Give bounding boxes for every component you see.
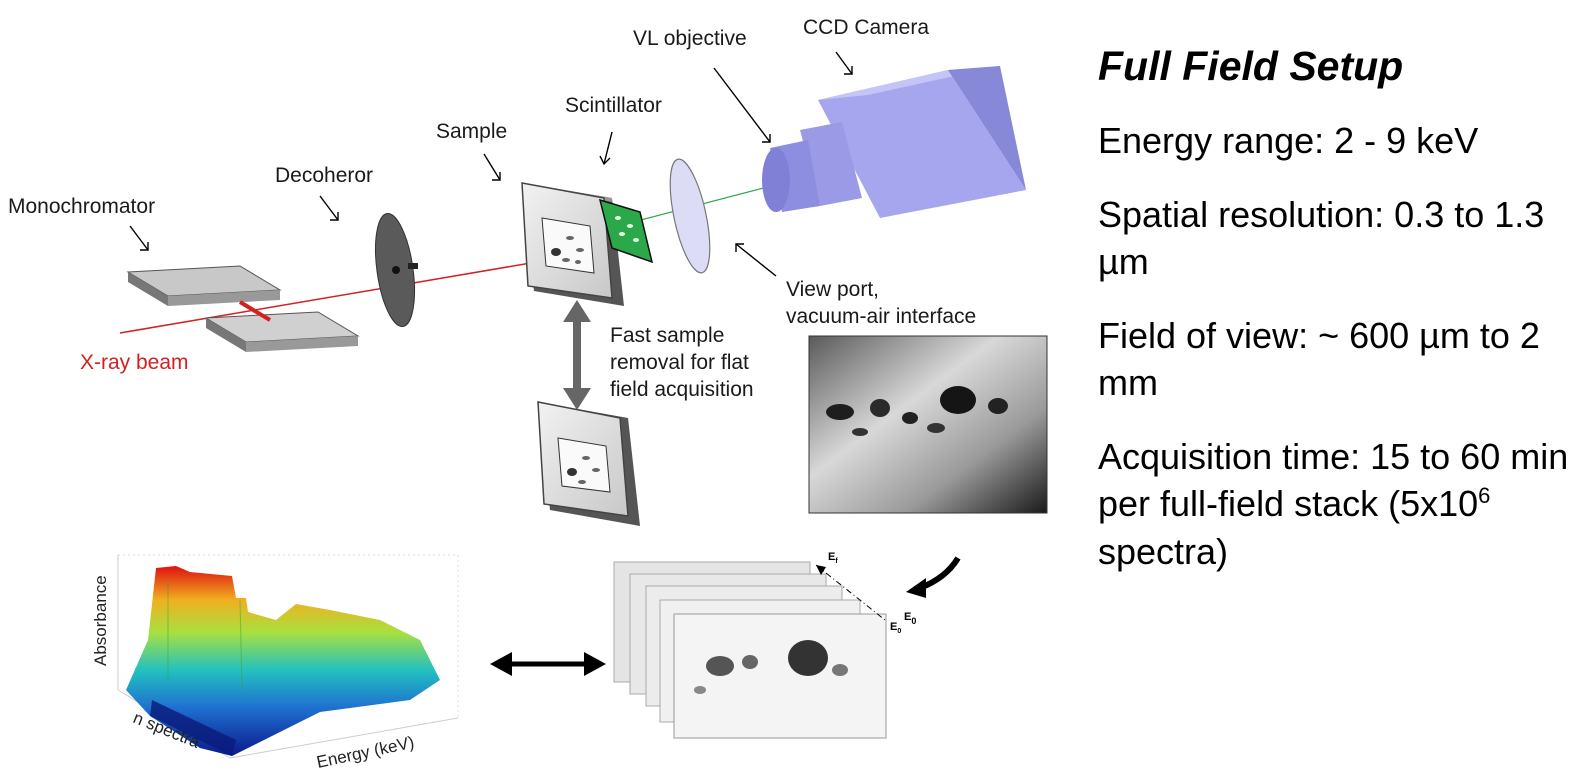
- decoheror-label: Decoheror: [275, 164, 373, 187]
- sample-label: Sample: [436, 120, 507, 143]
- image-stack: [613, 561, 887, 739]
- spectra-3d-plot: [117, 554, 459, 759]
- info-panel: Full Field Setup Energy range: 2 - 9 keV…: [1098, 43, 1578, 601]
- view-port-icon: [669, 158, 711, 274]
- monochromator-icon: [126, 265, 360, 352]
- scintillator-icon: [598, 198, 654, 264]
- field-of-view-text: Field of view: ~ 600 µm to 2 mm: [1098, 314, 1540, 404]
- monochromator-label: Monochromator: [8, 195, 155, 218]
- scintillator-label: Scintillator: [565, 94, 662, 117]
- e0-small-label: E0: [890, 621, 901, 635]
- panel-title: Full Field Setup: [1098, 43, 1404, 89]
- spatial-resolution-text: Spatial resolution: 0.3 to 1.3 µm: [1098, 193, 1545, 283]
- absorbance-axis-label: Absorbance: [91, 575, 110, 666]
- decoheror-icon: [374, 212, 418, 328]
- bidirectional-arrow: [490, 652, 606, 676]
- ccd-camera-label: CCD Camera: [803, 16, 929, 39]
- fast-removal-label-line3: field acquisition: [610, 378, 754, 401]
- pointer-arrows: [129, 51, 853, 277]
- energy-axis-label: Energy (keV): [315, 733, 416, 772]
- acquisition-time-text: Acquisition time: 15 to 60 min per full-…: [1098, 435, 1569, 572]
- fast-removal-label-line2: removal for flat: [610, 351, 749, 374]
- setup-diagram: VL objective CCD Camera Scintillator Sam…: [8, 16, 1048, 772]
- radiograph-image: [808, 335, 1048, 514]
- e0-large-label: E0: [904, 611, 916, 626]
- energy-range-text: Energy range: 2 - 9 keV: [1098, 120, 1479, 162]
- xray-beam-label: X-ray beam: [80, 351, 189, 374]
- view-port-label-line1: View port,: [786, 278, 879, 301]
- curved-arrow-head: [906, 578, 926, 598]
- sample-removal-arrow: [563, 300, 591, 410]
- ef-label: Ef: [828, 551, 838, 565]
- sample-icon: [521, 182, 624, 306]
- ccd-camera-icon: [762, 66, 1026, 218]
- fast-removal-label-line1: Fast sample: [610, 324, 724, 347]
- view-port-label-line2: vacuum-air interface: [786, 305, 976, 328]
- xray-beam-line: [119, 257, 561, 334]
- vl-objective-label: VL objective: [633, 27, 747, 50]
- sample-lower-icon: [537, 401, 640, 526]
